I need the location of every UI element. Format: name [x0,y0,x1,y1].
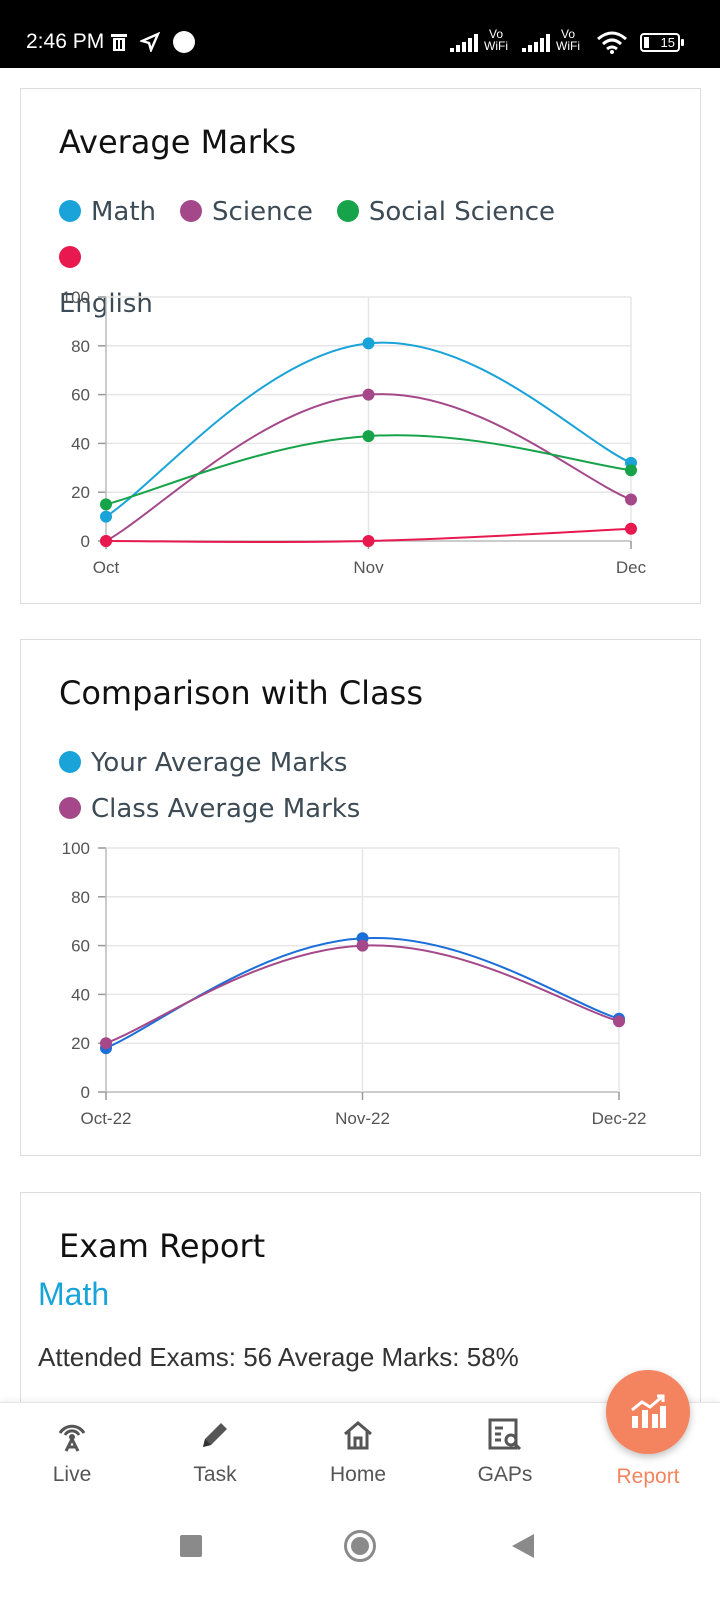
nav-item-live[interactable]: Live [12,1403,132,1511]
legend-dot-science [180,200,203,222]
notification-dot-icon [173,31,195,53]
battery-level: 15 [660,35,675,50]
cmp-chart-ytick-label: 100 [62,839,90,858]
report-scroll-content[interactable]: Average Marks Math Science Social Science E… [0,68,720,1402]
cmp-chart-xtick-label: Oct-22 [80,1109,131,1128]
avg-chart-series-science-point[interactable] [625,493,637,506]
avg-chart-series-math-point[interactable] [100,510,112,523]
avg-chart-series-english-point[interactable] [362,535,375,547]
bottom-nav: Live Task Home GAPs Report [0,1402,720,1510]
legend-item-your-average[interactable]: Your Average Marks [59,740,347,786]
legend-label-class-average: Class Average Marks [91,794,361,824]
legend-dot-your-average [59,751,81,773]
nav-item-gaps[interactable]: GAPs [445,1403,565,1511]
avg-chart-ytick-label: 40 [71,434,90,453]
avg-chart-series-science-point[interactable] [362,388,375,401]
avg-chart-ytick-label: 60 [71,386,90,405]
exam-report-title: Exam Report [59,1227,266,1265]
comparison-card: Comparison with Class Your Average Marks… [20,639,701,1156]
average-marks-legend: Math Science Social Science English [59,189,649,327]
navigation-arrow-icon [140,32,160,52]
avg-chart-ytick-label: 80 [71,337,90,356]
vowifi-1-bottom: WiFi [484,39,508,53]
cmp-chart-ytick-label: 0 [81,1083,90,1102]
legend-dot-english [59,246,81,268]
avg-chart-series-math-point[interactable] [362,337,375,350]
legend-label-social-science: Social Science [368,197,555,227]
system-home-icon[interactable] [344,1530,376,1562]
avg-chart-series-english-point[interactable] [625,522,637,535]
exam-subject[interactable]: Math [38,1276,110,1312]
legend-dot-class-average [59,797,81,819]
nav-label-report: Report [616,1465,680,1488]
nav-label-live: Live [52,1463,92,1486]
live-broadcast-icon [58,1424,86,1452]
signal-icon-2 [522,34,550,52]
status-bar: 2:46 PM Vo WiFi Vo WiFi 15 [0,0,720,68]
status-time: 2:46 PM [26,30,105,53]
avg-chart-ytick-label: 0 [81,532,90,551]
vowifi-2-bottom: WiFi [556,39,580,53]
pencil-icon [203,1423,227,1447]
cmp-chart-series-class-average-marks-point[interactable] [613,1015,625,1028]
exam-report-card: Exam Report [20,1192,701,1402]
avg-chart-series-social-science-point[interactable] [100,498,112,511]
report-fab[interactable] [606,1370,690,1454]
cmp-chart-series-class-average-marks-point[interactable] [356,939,369,952]
vowifi-2-top: Vo [560,27,575,41]
avg-chart-series-english-point[interactable] [100,535,112,547]
gaps-search-icon [488,1418,522,1451]
trash-notification-icon [111,34,127,51]
avg-chart-series-social-science-point[interactable] [362,430,375,443]
nav-item-home[interactable]: Home [298,1403,418,1511]
nav-item-task[interactable]: Task [155,1403,275,1511]
signal-icon-1 [450,34,478,52]
avg-chart-xtick-label: Dec [616,558,647,577]
legend-label-your-average: Your Average Marks [91,748,348,778]
vowifi-indicator-1: Vo WiFi [484,28,508,52]
system-nav-bar [0,1510,720,1600]
cmp-chart-series-class-average-marks-point[interactable] [100,1037,112,1050]
average-marks-card: Average Marks Math Science Social Science E… [20,88,701,604]
system-back-icon[interactable] [512,1534,534,1558]
comparison-chart: 0 20 40 60 80 100 Oct-22 Nov-22 Dec-22 [62,839,647,1128]
home-icon [344,1421,372,1450]
legend-item-class-average[interactable]: Class Average Marks [59,786,360,832]
legend-label-science: Science [212,197,313,227]
average-marks-title: Average Marks [59,123,297,161]
vowifi-1-top: Vo [488,27,503,41]
avg-chart-ytick-label: 20 [71,483,90,502]
comparison-title: Comparison with Class [59,674,424,712]
report-chart-icon [631,1394,666,1428]
legend-item-social-science[interactable]: Social Science [336,189,555,235]
cmp-chart-xtick-label: Nov-22 [335,1109,390,1128]
avg-chart-xtick-label: Nov [353,558,384,577]
nav-label-gaps: GAPs [477,1463,533,1486]
nav-label-home: Home [329,1463,387,1486]
battery-fill [644,37,649,48]
legend-item-science[interactable]: Science [180,189,313,235]
cmp-chart-ytick-label: 40 [71,985,90,1004]
vowifi-indicator-2: Vo WiFi [556,28,580,52]
cmp-chart-xtick-label: Dec-22 [592,1109,647,1128]
nav-label-task: Task [193,1463,237,1486]
legend-item-math[interactable]: Math [59,189,156,235]
legend-dot-math [59,200,81,222]
avg-chart-xtick-label: Oct [93,558,120,577]
legend-dot-social-science [336,200,359,222]
recent-apps-icon[interactable] [180,1535,202,1557]
battery-indicator: 15 [640,33,684,52]
exam-stats: Attended Exams: 56 Average Marks: 58% [38,1342,519,1372]
average-marks-chart: 0 20 40 60 80 100 Oct Nov Dec [62,288,647,577]
avg-chart-ytick-label: 100 [62,288,90,307]
comparison-legend: Your Average Marks Class Average Marks [59,740,649,832]
cmp-chart-ytick-label: 20 [71,1034,90,1053]
cmp-chart-ytick-label: 80 [71,888,90,907]
legend-label-math: Math [91,197,157,227]
cmp-chart-ytick-label: 60 [71,937,90,956]
wifi-icon [597,31,627,54]
avg-chart-series-social-science-point[interactable] [625,464,637,477]
nav-item-report[interactable]: Report [588,1403,708,1511]
